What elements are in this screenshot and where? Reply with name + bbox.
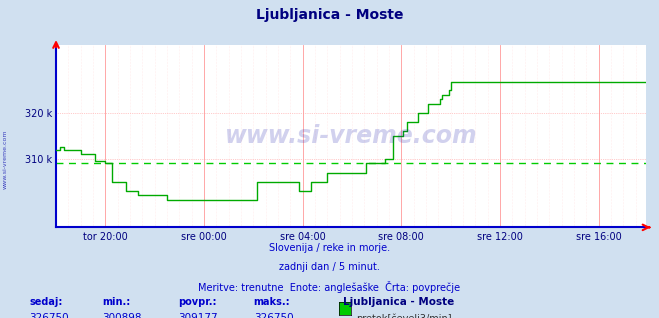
Text: pretok[čevelj3/min]: pretok[čevelj3/min] (356, 313, 451, 318)
Text: 326750: 326750 (30, 313, 69, 318)
Text: Slovenija / reke in morje.: Slovenija / reke in morje. (269, 243, 390, 253)
Text: povpr.:: povpr.: (178, 297, 216, 307)
Text: Ljubljanica - Moste: Ljubljanica - Moste (343, 297, 454, 307)
Text: 326750: 326750 (254, 313, 293, 318)
Text: maks.:: maks.: (254, 297, 291, 307)
Text: 300898: 300898 (102, 313, 142, 318)
Text: 309177: 309177 (178, 313, 217, 318)
Text: www.si-vreme.com: www.si-vreme.com (3, 129, 8, 189)
Text: Ljubljanica - Moste: Ljubljanica - Moste (256, 8, 403, 22)
Text: min.:: min.: (102, 297, 130, 307)
Text: sedaj:: sedaj: (30, 297, 63, 307)
Text: Meritve: trenutne  Enote: anglešaške  Črta: povprečje: Meritve: trenutne Enote: anglešaške Črta… (198, 281, 461, 294)
Text: www.si-vreme.com: www.si-vreme.com (225, 124, 477, 148)
Text: zadnji dan / 5 minut.: zadnji dan / 5 minut. (279, 262, 380, 272)
